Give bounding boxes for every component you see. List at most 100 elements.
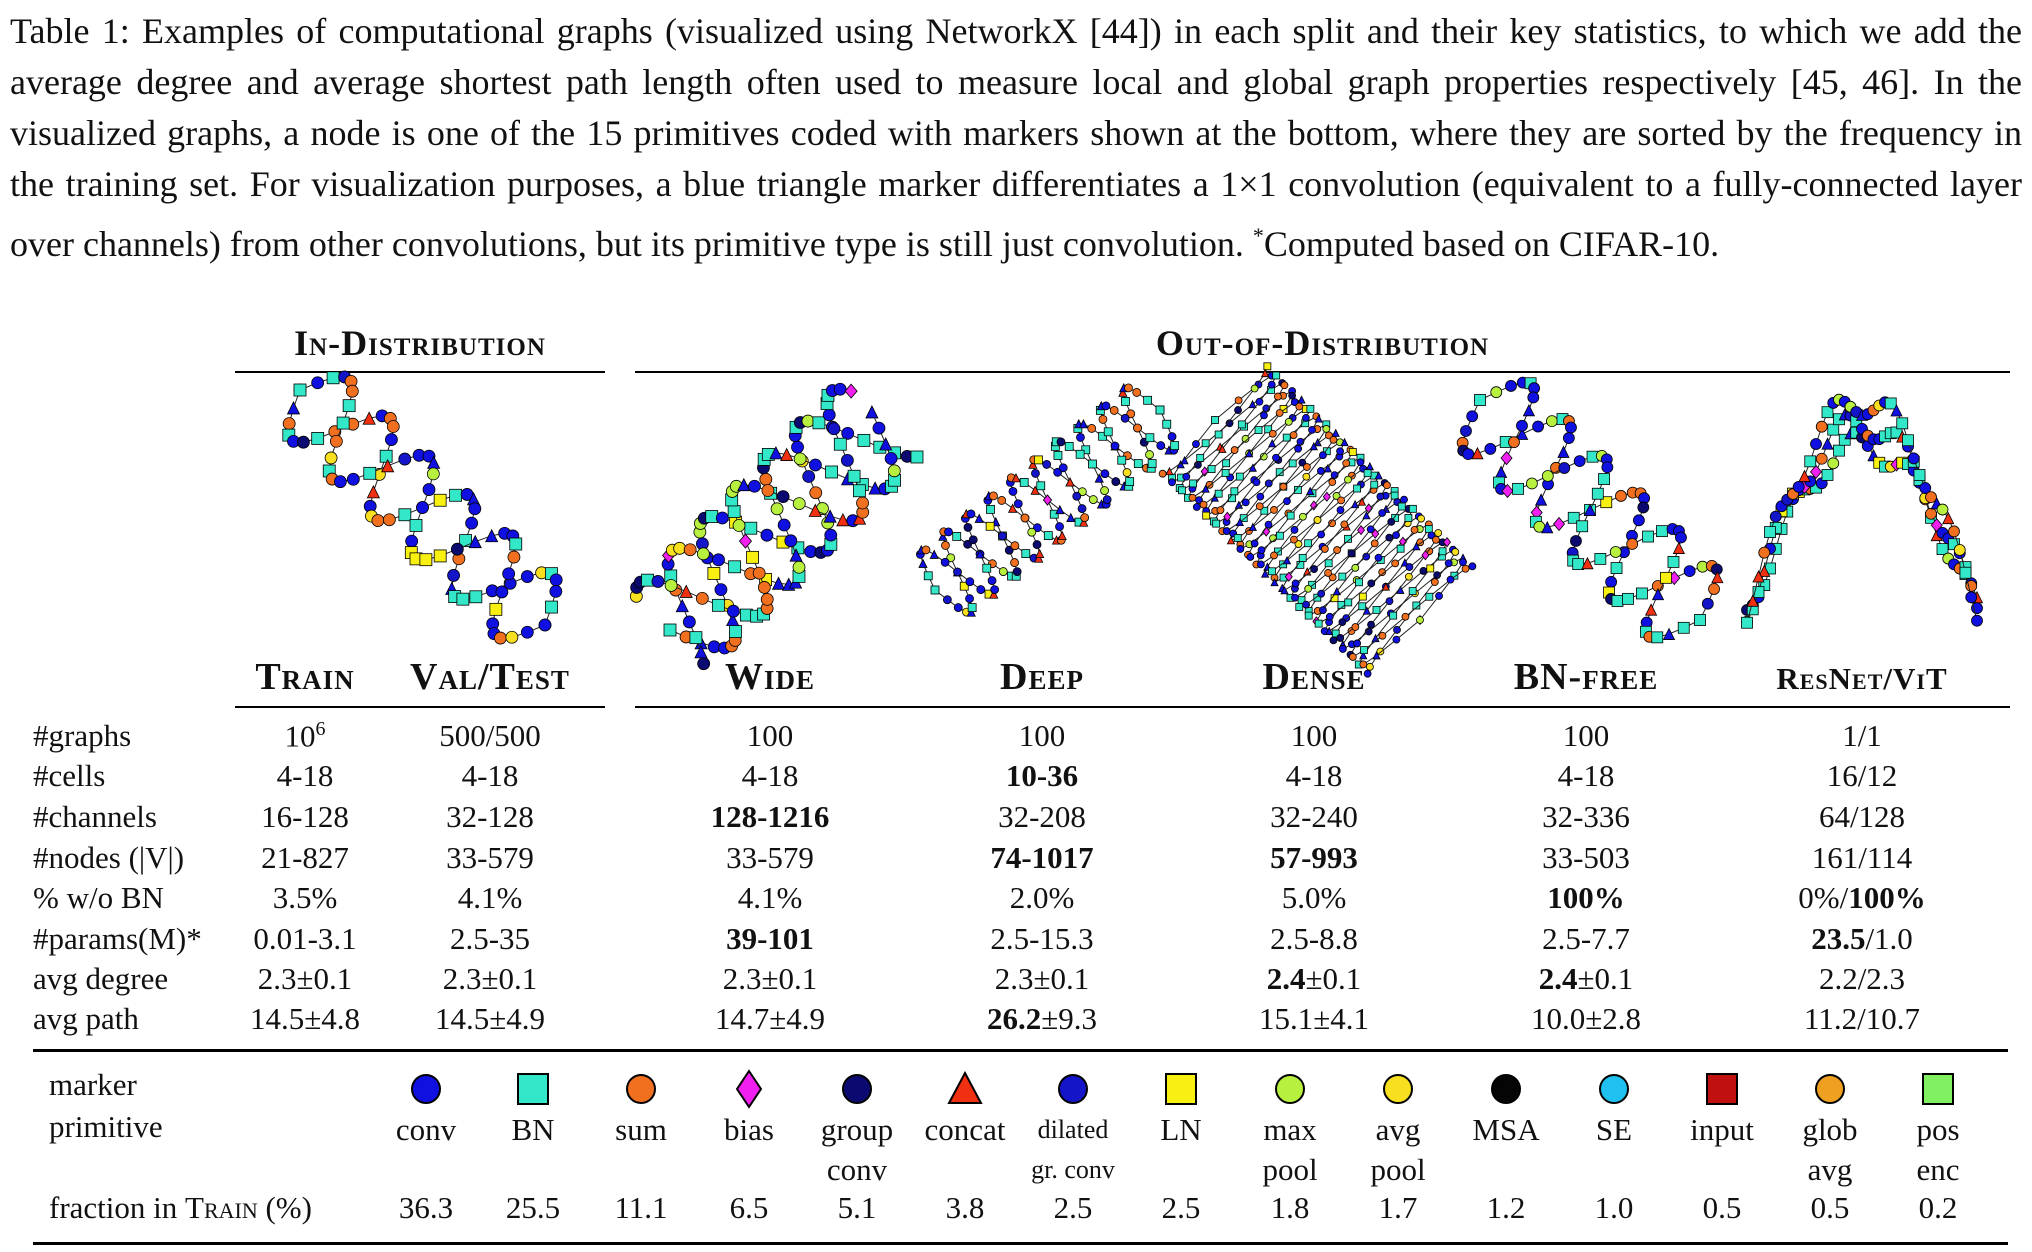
table-cell: 15.1±4.1 bbox=[1258, 1001, 1369, 1036]
graph-node bbox=[311, 376, 325, 390]
caption-line: Table 1: Examples of computational graph… bbox=[10, 11, 1562, 51]
graph-node bbox=[1708, 583, 1720, 595]
graph-node bbox=[923, 571, 933, 581]
fraction-label-train: Train bbox=[185, 1190, 258, 1225]
graph-node bbox=[998, 567, 1008, 576]
graph-node bbox=[1336, 447, 1344, 456]
graph-node bbox=[1162, 419, 1172, 429]
graph-node bbox=[1007, 503, 1018, 513]
graph-node bbox=[1338, 618, 1347, 627]
graph-node bbox=[1286, 511, 1295, 520]
primitive-name-line: pos bbox=[1916, 1112, 1960, 1147]
graph-node bbox=[1306, 486, 1315, 495]
graph-node bbox=[1490, 386, 1503, 399]
header-underline-in bbox=[235, 706, 605, 708]
graph-node bbox=[1601, 461, 1614, 474]
graph-node bbox=[1484, 442, 1497, 455]
graph-node bbox=[1408, 587, 1417, 595]
graph-node bbox=[791, 440, 804, 454]
graph-node bbox=[342, 399, 356, 413]
table-cell: 106 bbox=[284, 718, 326, 754]
column-header-dense: Dense bbox=[1262, 656, 1366, 698]
graph-node bbox=[694, 644, 708, 659]
graph-node bbox=[1252, 478, 1261, 487]
primitive-fraction: 0.2 bbox=[1918, 1190, 1958, 1225]
graph-node bbox=[789, 548, 803, 562]
graph-node bbox=[1282, 433, 1291, 442]
graph-node bbox=[1098, 431, 1108, 441]
graph-node bbox=[744, 521, 758, 535]
graph-node bbox=[998, 531, 1007, 541]
table-cell: 2.5-7.7 bbox=[1542, 921, 1630, 956]
marker-sum-icon bbox=[621, 1069, 661, 1114]
graph-node bbox=[1256, 560, 1265, 569]
graph-node bbox=[1365, 461, 1375, 471]
graph-node bbox=[944, 527, 953, 537]
graph-node bbox=[1239, 514, 1248, 523]
graph-node bbox=[1314, 414, 1323, 423]
graph-node bbox=[1821, 406, 1834, 419]
graph-node bbox=[1192, 503, 1201, 511]
graph-deep bbox=[915, 382, 1180, 617]
table-cell: 2.3±0.1 bbox=[994, 961, 1090, 996]
graph-node bbox=[1192, 440, 1200, 448]
graph-node bbox=[1466, 410, 1479, 423]
graph-node bbox=[1764, 526, 1776, 538]
graph-node bbox=[664, 579, 678, 592]
graph-node bbox=[1283, 497, 1291, 506]
graph-node bbox=[1012, 567, 1022, 577]
graph-node bbox=[967, 603, 977, 613]
graph-node bbox=[887, 464, 901, 478]
graph-node bbox=[1279, 482, 1288, 491]
graph-node bbox=[1526, 477, 1538, 490]
graph-node bbox=[872, 421, 886, 435]
graph-node bbox=[1306, 404, 1315, 413]
graph-node bbox=[1319, 606, 1327, 614]
graph-node bbox=[987, 576, 997, 585]
table-cell: 14.5±4.9 bbox=[434, 1001, 545, 1036]
graph-node bbox=[1512, 482, 1524, 495]
graph-node bbox=[1237, 420, 1246, 429]
primitive-fraction: 3.8 bbox=[945, 1190, 985, 1225]
graph-node bbox=[1027, 527, 1037, 537]
graph-node bbox=[1896, 417, 1909, 430]
graph-node bbox=[732, 519, 746, 532]
graph-node bbox=[1527, 391, 1540, 404]
graph-node bbox=[857, 433, 871, 447]
graph-node bbox=[1508, 436, 1520, 449]
graph-node bbox=[1057, 530, 1067, 541]
graph-edge bbox=[1746, 432, 1978, 611]
primitive-fraction: 1.2 bbox=[1486, 1190, 1526, 1225]
graph-node bbox=[495, 585, 509, 599]
graph-node bbox=[324, 451, 338, 465]
graph-node bbox=[974, 513, 984, 523]
graph-node bbox=[1221, 469, 1230, 477]
graph-node bbox=[1289, 431, 1298, 440]
graph-node bbox=[1155, 405, 1165, 415]
primitive-name: SE bbox=[1559, 1110, 1669, 1150]
graph-node bbox=[1417, 514, 1426, 523]
primitive-name-line: MSA bbox=[1472, 1112, 1540, 1147]
graph-node bbox=[929, 549, 939, 559]
table-cell: 33-579 bbox=[446, 840, 534, 875]
graph-node bbox=[1337, 496, 1345, 505]
graph-node bbox=[1120, 413, 1130, 423]
graph-node bbox=[1032, 523, 1042, 533]
graph-node bbox=[1320, 545, 1329, 553]
graph-node bbox=[1396, 544, 1405, 553]
primitive-name-line: input bbox=[1690, 1112, 1754, 1147]
graph-node bbox=[1298, 554, 1307, 562]
table-cell: 10.0±2.8 bbox=[1530, 1001, 1641, 1036]
graph-node bbox=[1516, 419, 1528, 432]
marker-input-icon bbox=[1702, 1069, 1742, 1114]
graph-node bbox=[1391, 559, 1400, 568]
graph-node bbox=[1675, 531, 1687, 544]
graph-node bbox=[727, 505, 741, 518]
graph-node bbox=[1758, 564, 1771, 577]
graph-node bbox=[1214, 430, 1223, 439]
graph-node bbox=[422, 483, 436, 496]
graph-node bbox=[1651, 631, 1664, 644]
graph-node bbox=[959, 581, 969, 591]
graph-node bbox=[1279, 405, 1288, 413]
table-cell: 2.3±0.1 bbox=[442, 961, 538, 996]
